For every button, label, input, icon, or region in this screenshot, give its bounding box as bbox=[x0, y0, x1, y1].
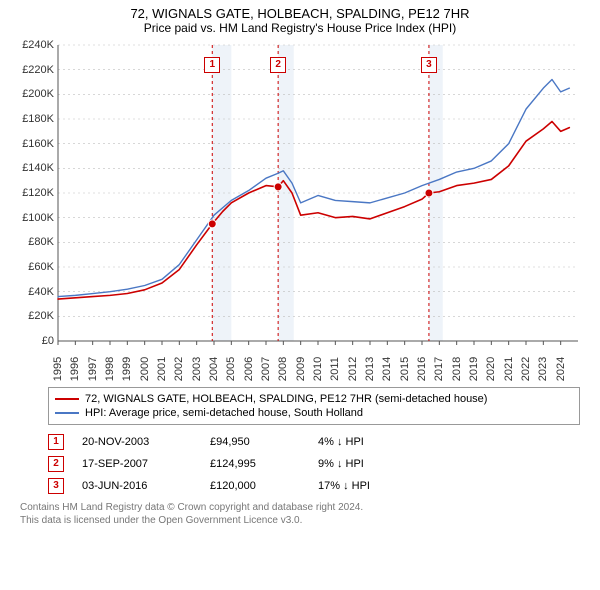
x-tick-label: 2020 bbox=[485, 357, 497, 381]
x-tick-label: 1998 bbox=[104, 357, 116, 381]
x-tick-label: 2018 bbox=[451, 357, 463, 381]
footer: Contains HM Land Registry data © Crown c… bbox=[20, 501, 580, 527]
legend: 72, WIGNALS GATE, HOLBEACH, SPALDING, PE… bbox=[48, 387, 580, 425]
x-tick-label: 2006 bbox=[243, 357, 255, 381]
y-tick-label: £160K bbox=[22, 138, 54, 150]
x-tick-label: 2012 bbox=[347, 357, 359, 381]
event-row: 3 03-JUN-2016 £120,000 17% ↓ HPI bbox=[48, 475, 580, 497]
event-price: £94,950 bbox=[210, 436, 300, 448]
legend-swatch bbox=[55, 398, 79, 400]
legend-label: HPI: Average price, semi-detached house,… bbox=[85, 407, 363, 419]
legend-swatch bbox=[55, 412, 79, 414]
titles: 72, WIGNALS GATE, HOLBEACH, SPALDING, PE… bbox=[0, 0, 600, 39]
footer-line-2: This data is licensed under the Open Gov… bbox=[20, 514, 580, 527]
event-date: 20-NOV-2003 bbox=[82, 436, 192, 448]
event-marker-1: 1 bbox=[204, 57, 220, 73]
x-tick-label: 2009 bbox=[295, 357, 307, 381]
legend-row: 72, WIGNALS GATE, HOLBEACH, SPALDING, PE… bbox=[55, 392, 573, 406]
y-tick-label: £220K bbox=[22, 64, 54, 76]
x-tick-label: 2015 bbox=[399, 357, 411, 381]
event-delta: 17% ↓ HPI bbox=[318, 480, 428, 492]
x-tick-label: 2000 bbox=[139, 357, 151, 381]
x-tick-label: 2023 bbox=[537, 357, 549, 381]
x-tick-label: 2003 bbox=[191, 357, 203, 381]
y-tick-label: £60K bbox=[28, 261, 54, 273]
event-row: 1 20-NOV-2003 £94,950 4% ↓ HPI bbox=[48, 431, 580, 453]
y-tick-label: £120K bbox=[22, 187, 54, 199]
x-tick-label: 2013 bbox=[364, 357, 376, 381]
footer-line-1: Contains HM Land Registry data © Crown c… bbox=[20, 501, 580, 514]
x-tick-label: 1999 bbox=[121, 357, 133, 381]
x-tick-label: 2001 bbox=[156, 357, 168, 381]
x-tick-label: 1996 bbox=[69, 357, 81, 381]
x-tick-label: 2011 bbox=[329, 357, 341, 381]
x-tick-label: 2016 bbox=[416, 357, 428, 381]
y-tick-label: £20K bbox=[28, 310, 54, 322]
x-tick-label: 2022 bbox=[520, 357, 532, 381]
chart-subtitle: Price paid vs. HM Land Registry's House … bbox=[0, 21, 600, 35]
x-tick-label: 2004 bbox=[208, 357, 220, 381]
x-tick-label: 2024 bbox=[555, 357, 567, 381]
x-tick-label: 2008 bbox=[277, 357, 289, 381]
event-date: 03-JUN-2016 bbox=[82, 480, 192, 492]
y-tick-label: £40K bbox=[28, 286, 54, 298]
event-delta: 9% ↓ HPI bbox=[318, 458, 428, 470]
x-tick-label: 1995 bbox=[52, 357, 64, 381]
event-marker-icon: 2 bbox=[48, 456, 64, 472]
event-marker-icon: 3 bbox=[48, 478, 64, 494]
y-tick-label: £80K bbox=[28, 236, 54, 248]
event-delta: 4% ↓ HPI bbox=[318, 436, 428, 448]
container: 72, WIGNALS GATE, HOLBEACH, SPALDING, PE… bbox=[0, 0, 600, 527]
chart-area: £0 £20K £40K £60K £80K £100K £120K £140K £160K £1… bbox=[10, 39, 590, 379]
y-tick-label: £100K bbox=[22, 212, 54, 224]
event-price: £124,995 bbox=[210, 458, 300, 470]
x-tick-label: 2010 bbox=[312, 357, 324, 381]
x-tick-label: 2017 bbox=[433, 357, 445, 381]
chart-svg bbox=[10, 39, 590, 379]
event-marker-3: 3 bbox=[421, 57, 437, 73]
x-tick-label: 2019 bbox=[468, 357, 480, 381]
event-marker-2: 2 bbox=[270, 57, 286, 73]
y-tick-label: £140K bbox=[22, 162, 54, 174]
x-tick-label: 1997 bbox=[87, 357, 99, 381]
y-tick-label: £180K bbox=[22, 113, 54, 125]
x-tick-label: 2014 bbox=[381, 357, 393, 381]
event-price: £120,000 bbox=[210, 480, 300, 492]
legend-label: 72, WIGNALS GATE, HOLBEACH, SPALDING, PE… bbox=[85, 393, 487, 405]
event-marker-icon: 1 bbox=[48, 434, 64, 450]
event-table: 1 20-NOV-2003 £94,950 4% ↓ HPI 2 17-SEP-2007 £… bbox=[48, 431, 580, 497]
event-date: 17-SEP-2007 bbox=[82, 458, 192, 470]
x-tick-label: 2021 bbox=[503, 357, 515, 381]
y-tick-label: £240K bbox=[22, 39, 54, 51]
y-tick-label: £0 bbox=[42, 335, 54, 347]
legend-row: HPI: Average price, semi-detached house,… bbox=[55, 406, 573, 420]
x-tick-label: 2005 bbox=[225, 357, 237, 381]
y-tick-label: £200K bbox=[22, 88, 54, 100]
x-tick-label: 2007 bbox=[260, 357, 272, 381]
x-tick-label: 2002 bbox=[173, 357, 185, 381]
chart-title: 72, WIGNALS GATE, HOLBEACH, SPALDING, PE… bbox=[0, 6, 600, 21]
event-row: 2 17-SEP-2007 £124,995 9% ↓ HPI bbox=[48, 453, 580, 475]
